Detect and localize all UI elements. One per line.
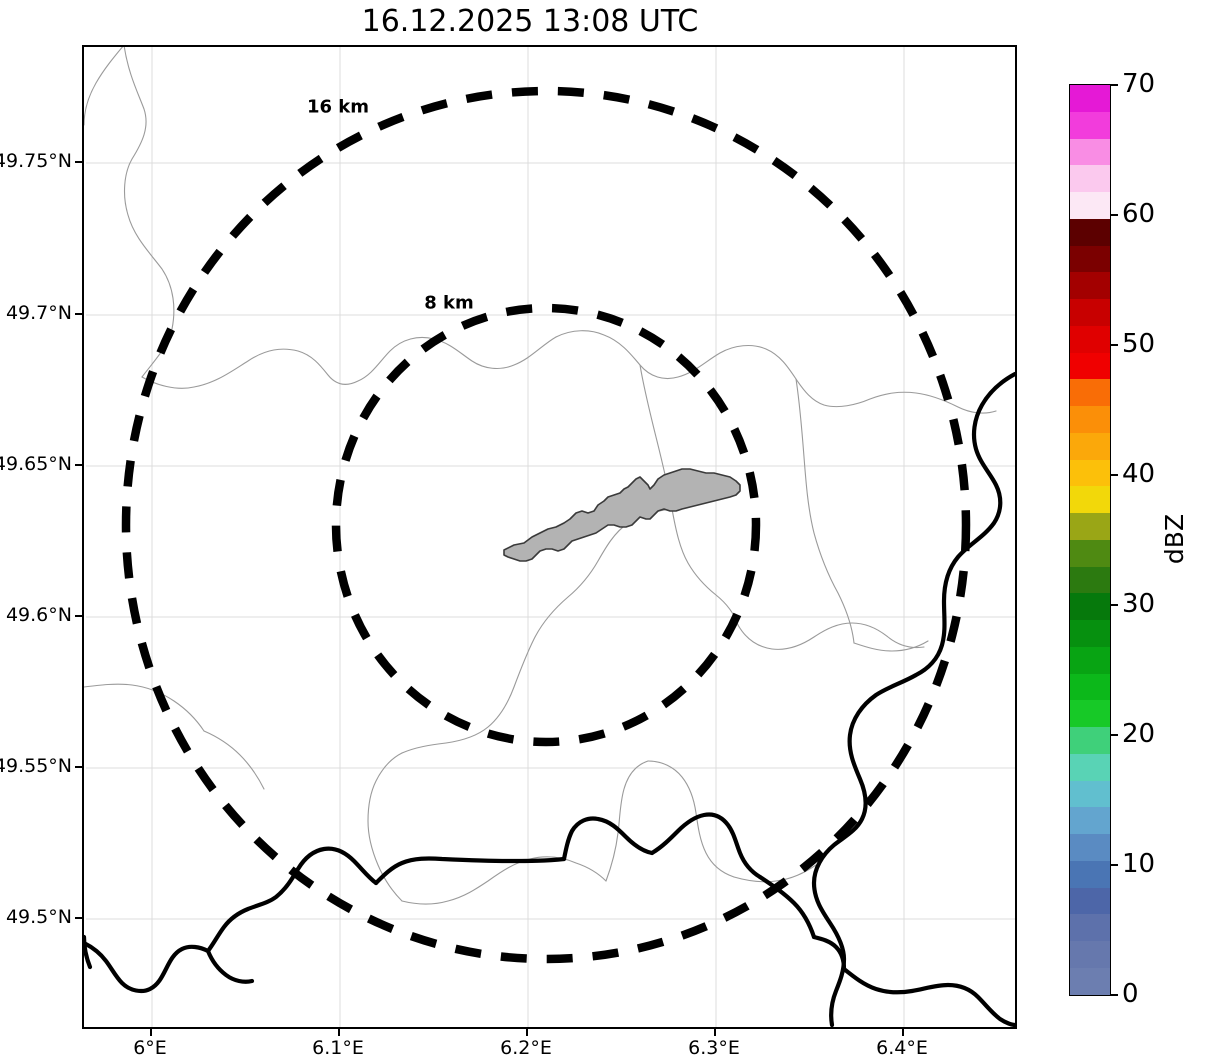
- colorbar-band: [1070, 620, 1110, 647]
- colorbar-band: [1070, 459, 1110, 487]
- colorbar-band: [1070, 539, 1110, 567]
- colorbar-band: [1070, 887, 1110, 915]
- colorbar-band: [1070, 566, 1110, 594]
- colorbar-band: [1070, 325, 1110, 353]
- ytick-label-495: 49.5°N: [5, 906, 72, 928]
- colorbar-label-60: 60: [1122, 199, 1156, 229]
- colorbar-label-10: 10: [1122, 849, 1156, 879]
- colorbar-band: [1070, 218, 1110, 246]
- grid-lines: [86, 47, 1015, 1027]
- range-ring-label-16km: 16 km: [306, 96, 370, 118]
- colorbar-band: [1070, 860, 1110, 888]
- country-border: [84, 371, 1015, 1027]
- colorbar-band: [1070, 646, 1110, 674]
- colorbar-band: [1070, 165, 1110, 192]
- colorbar-tick: [1110, 734, 1118, 736]
- xtick-label-6e: 6°E: [133, 1037, 167, 1059]
- page-title: 16.12.2025 13:08 UTC: [361, 4, 699, 39]
- range-ring-8km: [331, 303, 761, 747]
- xtick-label-61e: 6.1°E: [312, 1037, 364, 1059]
- ytick-label-4975: 49.75°N: [0, 150, 72, 172]
- colorbar-label-30: 30: [1122, 589, 1156, 619]
- xtick-label-62e: 6.2°E: [500, 1037, 552, 1059]
- colorbar-band: [1070, 941, 1110, 968]
- ytick-label-4955: 49.55°N: [0, 755, 72, 777]
- city-boundary-polygon: [503, 468, 741, 562]
- colorbar-band: [1070, 138, 1110, 166]
- xtick-mark: [714, 1029, 716, 1036]
- colorbar-band: [1070, 700, 1110, 727]
- colorbar-band: [1070, 85, 1110, 112]
- map-plot-area[interactable]: [82, 45, 1017, 1029]
- colorbar-band: [1070, 352, 1110, 380]
- colorbar-band: [1070, 406, 1110, 433]
- xtick-mark: [902, 1029, 904, 1036]
- ytick-mark: [75, 464, 82, 466]
- ytick-label-496: 49.6°N: [5, 604, 72, 626]
- xtick-label-64e: 6.4°E: [876, 1037, 928, 1059]
- colorbar-band: [1070, 753, 1110, 781]
- colorbar-tick: [1110, 604, 1118, 606]
- colorbar-tick: [1110, 84, 1118, 86]
- colorbar-band: [1070, 432, 1110, 460]
- ytick-mark: [75, 766, 82, 768]
- colorbar-band: [1070, 807, 1110, 834]
- colorbar-band: [1070, 486, 1110, 513]
- colorbar-label-20: 20: [1122, 719, 1156, 749]
- ytick-mark: [75, 917, 82, 919]
- colorbar[interactable]: [1069, 84, 1111, 996]
- colorbar-band: [1070, 967, 1110, 995]
- xtick-mark: [338, 1029, 340, 1036]
- xtick-label-63e: 6.3°E: [688, 1037, 740, 1059]
- ytick-mark: [75, 615, 82, 617]
- ytick-label-4965: 49.65°N: [0, 453, 72, 475]
- colorbar-label-70: 70: [1122, 69, 1156, 99]
- colorbar-band: [1070, 513, 1110, 540]
- colorbar-band: [1070, 245, 1110, 273]
- colorbar-label-0: 0: [1122, 979, 1139, 1009]
- colorbar-label-40: 40: [1122, 459, 1156, 489]
- colorbar-tick: [1110, 214, 1118, 216]
- ytick-mark: [75, 313, 82, 315]
- colorbar-band: [1070, 780, 1110, 808]
- colorbar-band: [1070, 272, 1110, 299]
- xtick-mark: [150, 1029, 152, 1036]
- colorbar-band: [1070, 379, 1110, 406]
- range-rings: [121, 86, 971, 964]
- colorbar-band: [1070, 192, 1110, 219]
- colorbar-band: [1070, 299, 1110, 326]
- range-ring-16km: [121, 86, 971, 964]
- colorbar-band: [1070, 111, 1110, 139]
- xtick-mark: [526, 1029, 528, 1036]
- colorbar-label-50: 50: [1122, 329, 1156, 359]
- colorbar-band: [1070, 834, 1110, 861]
- colorbar-tick: [1110, 344, 1118, 346]
- colorbar-band: [1070, 727, 1110, 754]
- colorbar-tick: [1110, 994, 1118, 996]
- colorbar-band: [1070, 914, 1110, 941]
- colorbar-band: [1070, 673, 1110, 701]
- colorbar-band: [1070, 593, 1110, 620]
- colorbar-title: dBZ: [1160, 513, 1189, 565]
- range-ring-label-8km: 8 km: [424, 292, 474, 314]
- colorbar-tick: [1110, 864, 1118, 866]
- ytick-label-497: 49.7°N: [5, 302, 72, 324]
- ytick-mark: [75, 161, 82, 163]
- colorbar-tick: [1110, 474, 1118, 476]
- map-vector-layer: [84, 47, 1015, 1027]
